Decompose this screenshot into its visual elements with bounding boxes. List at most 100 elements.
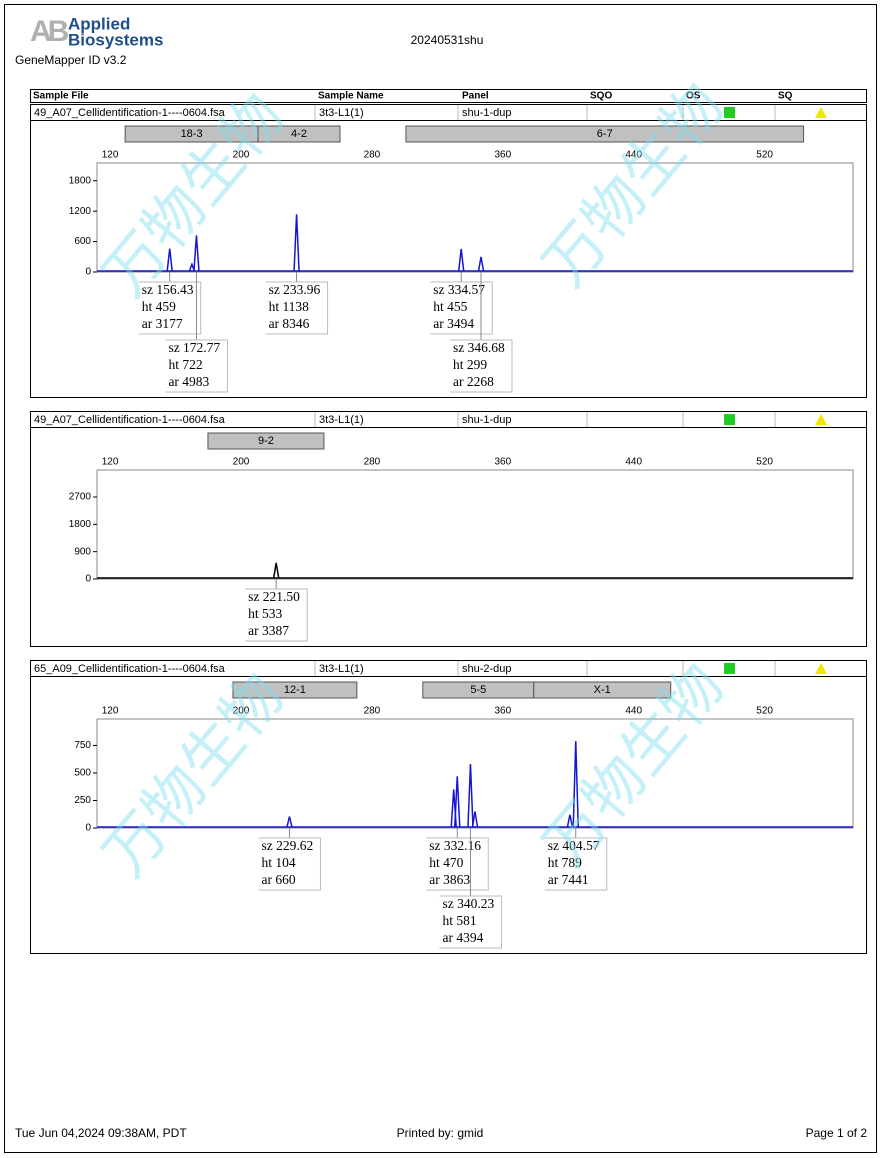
sample-row xyxy=(30,411,867,428)
panel-name: shu-2-dup xyxy=(462,663,512,675)
bin-label: X-1 xyxy=(594,684,611,696)
y-tick-label: 0 xyxy=(85,574,91,585)
os-flag xyxy=(724,107,735,118)
column-header: OS xyxy=(686,91,701,102)
annotation-box xyxy=(426,837,489,891)
title: 20240531shu xyxy=(411,33,484,47)
peak-label: sz 346.68 xyxy=(453,340,505,355)
peak xyxy=(272,562,280,579)
peak-label: ar 8346 xyxy=(269,316,310,331)
x-tick-label: 200 xyxy=(233,150,250,161)
peak-label: sz 332.16 xyxy=(429,838,481,853)
bin xyxy=(207,432,325,450)
annotation-box xyxy=(439,895,502,949)
peak-label: sz 404.57 xyxy=(548,838,600,853)
watermark: 万物生物 xyxy=(531,72,737,299)
annotation-box xyxy=(265,281,329,335)
footer-printer: Printed by: gmid xyxy=(397,1126,484,1140)
peak-label: ar 2268 xyxy=(453,374,494,389)
annotation-box xyxy=(450,339,513,393)
bin xyxy=(257,125,341,143)
plot-area xyxy=(96,469,854,580)
peak-label: ht 455 xyxy=(433,299,467,314)
sample-file: 65_A09_Cellidentification-1----0604.fsa xyxy=(34,663,226,675)
plot-area xyxy=(96,718,854,829)
peak xyxy=(457,248,465,272)
bin xyxy=(405,125,805,143)
sq-flag xyxy=(815,663,827,674)
x-tick-label: 120 xyxy=(102,706,119,717)
x-tick-label: 440 xyxy=(625,150,642,161)
column-header: Sample Name xyxy=(318,91,384,102)
peak xyxy=(467,764,474,828)
panel-name: shu-1-dup xyxy=(462,414,512,426)
os-flag xyxy=(724,414,735,425)
table-header xyxy=(30,89,867,103)
y-tick-label: 250 xyxy=(74,795,91,806)
peak-label: ht 299 xyxy=(453,357,487,372)
x-tick-label: 520 xyxy=(756,706,773,717)
peak-label: ht 1138 xyxy=(269,299,310,314)
plot-area xyxy=(96,162,854,273)
peak-label: sz 233.96 xyxy=(269,282,321,297)
brand: Applied xyxy=(68,14,130,33)
peak-label: sz 229.62 xyxy=(261,838,313,853)
footer-date: Tue Jun 04,2024 09:38AM, PDT xyxy=(15,1126,187,1140)
peak-label: sz 221.50 xyxy=(248,589,300,604)
bin-label: 6-7 xyxy=(597,128,613,140)
annotation-box xyxy=(138,281,202,335)
annotation-box xyxy=(165,339,228,393)
x-tick-label: 280 xyxy=(364,706,381,717)
sq-flag xyxy=(815,107,827,118)
footer-page: Page 1 of 2 xyxy=(806,1126,868,1140)
bin-label: 5-5 xyxy=(470,684,486,696)
peak-label: ht 581 xyxy=(442,913,476,928)
page-border xyxy=(4,4,877,1153)
y-tick-label: 600 xyxy=(74,236,91,247)
y-tick-label: 0 xyxy=(85,823,91,834)
y-tick-label: 500 xyxy=(74,768,91,779)
panel-name: shu-1-dup xyxy=(462,107,512,119)
peak-label: ht 533 xyxy=(248,606,282,621)
peak-label: sz 156.43 xyxy=(142,282,194,297)
peak-label: ht 470 xyxy=(429,855,463,870)
bin xyxy=(232,681,358,699)
os-flag xyxy=(724,663,735,674)
peak xyxy=(572,741,580,828)
y-tick-label: 750 xyxy=(74,740,91,751)
peak-label: ar 3387 xyxy=(248,623,289,638)
peak xyxy=(286,816,293,828)
software: GeneMapper ID v3.2 xyxy=(15,53,127,67)
sample-name: 3t3-L1(1) xyxy=(319,663,364,675)
peak-label: ht 722 xyxy=(168,357,202,372)
peak xyxy=(477,256,485,272)
x-tick-label: 440 xyxy=(625,457,642,468)
y-tick-label: 1800 xyxy=(69,175,92,186)
peak-label: ar 3494 xyxy=(433,316,474,331)
x-tick-label: 200 xyxy=(233,457,250,468)
panel xyxy=(30,411,867,647)
sample-file: 49_A07_Cellidentification-1----0604.fsa xyxy=(34,107,226,119)
sample-name: 3t3-L1(1) xyxy=(319,107,364,119)
y-tick-label: 1800 xyxy=(69,519,92,530)
annotation-box xyxy=(258,837,321,891)
x-tick-label: 120 xyxy=(102,150,119,161)
x-tick-label: 360 xyxy=(494,150,511,161)
peak-label: ar 3177 xyxy=(142,316,183,331)
peak xyxy=(471,811,479,828)
column-header: SQO xyxy=(590,91,612,102)
peak xyxy=(166,248,173,272)
bin-label: 4-2 xyxy=(291,128,307,140)
peak-label: ar 660 xyxy=(261,872,295,887)
x-tick-label: 280 xyxy=(364,150,381,161)
bin-label: 9-2 xyxy=(258,435,274,447)
column-header: Sample File xyxy=(33,91,89,102)
peak-label: sz 334.57 xyxy=(433,282,485,297)
peak xyxy=(450,789,457,828)
peak xyxy=(566,814,574,828)
peak-label: ar 4394 xyxy=(442,930,483,945)
bin-label: 12-1 xyxy=(284,684,306,696)
y-tick-label: 1200 xyxy=(69,206,92,217)
x-tick-label: 360 xyxy=(494,457,511,468)
